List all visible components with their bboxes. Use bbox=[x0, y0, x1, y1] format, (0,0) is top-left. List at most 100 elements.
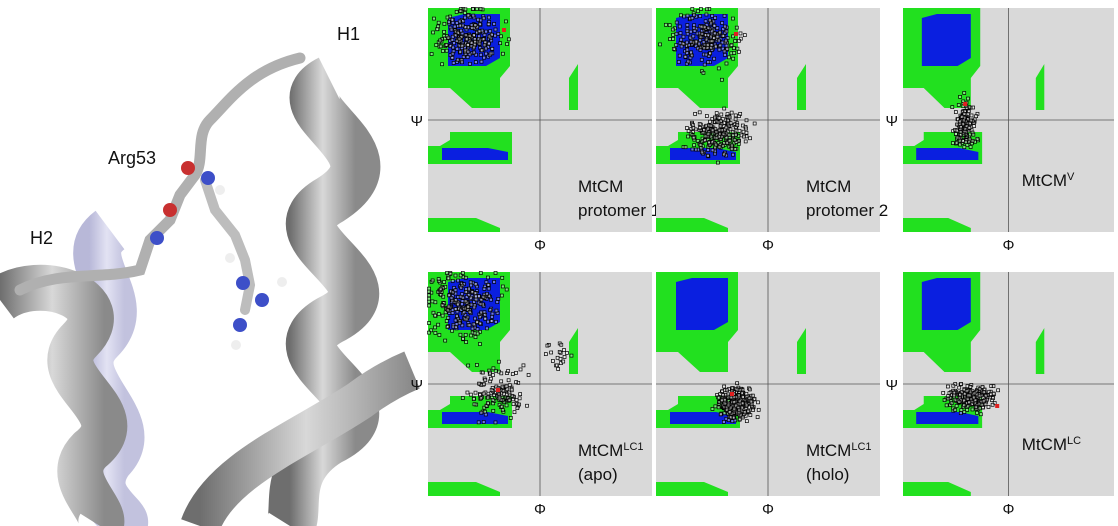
conformation-point bbox=[717, 116, 720, 119]
conformation-point bbox=[725, 62, 728, 65]
conformation-point bbox=[739, 112, 742, 115]
conformation-point bbox=[990, 385, 993, 388]
conformation-point bbox=[723, 53, 726, 56]
conformation-point bbox=[951, 106, 954, 109]
conformation-point bbox=[683, 15, 686, 18]
conformation-point bbox=[959, 143, 962, 146]
conformation-point bbox=[472, 34, 475, 37]
conformation-point bbox=[491, 312, 494, 315]
conformation-point bbox=[478, 23, 481, 26]
conformation-point bbox=[715, 112, 718, 115]
conformation-point bbox=[485, 52, 488, 55]
conformation-point bbox=[505, 288, 508, 291]
conformation-point bbox=[518, 403, 521, 406]
conformation-point bbox=[745, 392, 748, 395]
conformation-point bbox=[710, 46, 713, 49]
conformation-point bbox=[468, 62, 471, 65]
conformation-point bbox=[719, 125, 722, 128]
conformation-point bbox=[958, 400, 961, 403]
conformation-point bbox=[689, 36, 692, 39]
conformation-point bbox=[460, 61, 463, 64]
conformation-point bbox=[967, 394, 970, 397]
conformation-point bbox=[465, 288, 468, 291]
conformation-point bbox=[730, 43, 733, 46]
conformation-point bbox=[459, 295, 462, 298]
conformation-point bbox=[975, 115, 978, 118]
panel-name: MtCM bbox=[1022, 435, 1067, 454]
y-axis-label: Ψ bbox=[410, 113, 423, 130]
conformation-point bbox=[550, 351, 553, 354]
conformation-point bbox=[745, 119, 748, 122]
conformation-point bbox=[736, 47, 739, 50]
conformation-point bbox=[961, 139, 964, 142]
panel-name: MtCM bbox=[1022, 171, 1067, 190]
conformation-point bbox=[959, 412, 962, 415]
favored-region bbox=[922, 278, 971, 330]
conformation-point bbox=[705, 53, 708, 56]
conformation-point bbox=[991, 397, 994, 400]
panel-label: MtCM bbox=[806, 177, 851, 196]
conformation-point bbox=[679, 32, 682, 35]
conformation-point bbox=[958, 139, 961, 142]
conformation-point bbox=[456, 303, 459, 306]
figure: H1 Arg53 H2 MtCMprotomer 1ΦΨMtCMprotomer… bbox=[0, 0, 1118, 526]
conformation-point bbox=[685, 41, 688, 44]
conformation-point bbox=[487, 320, 490, 323]
conformation-point bbox=[979, 413, 982, 416]
conformation-point bbox=[709, 120, 712, 123]
conformation-point bbox=[489, 377, 492, 380]
conformation-point bbox=[451, 18, 454, 21]
conformation-point bbox=[519, 368, 522, 371]
conformation-point bbox=[684, 146, 687, 149]
conformation-point bbox=[436, 28, 439, 31]
ramachandran-panel: MtCMprotomer 2Φ bbox=[656, 8, 888, 255]
conformation-point bbox=[500, 380, 503, 383]
conformation-point bbox=[458, 322, 461, 325]
conformation-point bbox=[968, 126, 971, 129]
conformation-point bbox=[705, 13, 708, 16]
panel-superscript: LC1 bbox=[851, 441, 871, 453]
conformation-point bbox=[452, 61, 455, 64]
conformation-point bbox=[711, 129, 714, 132]
molecule-render bbox=[0, 58, 412, 526]
conformation-point bbox=[718, 129, 721, 132]
conformation-point bbox=[461, 44, 464, 47]
conformation-point bbox=[484, 41, 487, 44]
conformation-point bbox=[479, 53, 482, 56]
conformation-point bbox=[490, 389, 493, 392]
conformation-point bbox=[450, 28, 453, 31]
conformation-point bbox=[484, 378, 487, 381]
conformation-point bbox=[474, 391, 477, 394]
conformation-point bbox=[954, 133, 957, 136]
conformation-point bbox=[718, 31, 721, 34]
conformation-point bbox=[497, 32, 500, 35]
conformation-point bbox=[687, 135, 690, 138]
conformation-point bbox=[490, 315, 493, 318]
conformation-point bbox=[675, 32, 678, 35]
conformation-point bbox=[487, 23, 490, 26]
conformation-point bbox=[476, 328, 479, 331]
conformation-point bbox=[961, 123, 964, 126]
conformation-point bbox=[451, 38, 454, 41]
conformation-point bbox=[466, 56, 469, 59]
conformation-point bbox=[505, 404, 508, 407]
conformation-point bbox=[713, 37, 716, 40]
conformation-point bbox=[450, 296, 453, 299]
conformation-point bbox=[428, 322, 431, 325]
conformation-point bbox=[483, 44, 486, 47]
conformation-point bbox=[737, 50, 740, 53]
conformation-point bbox=[501, 52, 504, 55]
conformation-point bbox=[474, 283, 477, 286]
conformation-point bbox=[471, 8, 474, 11]
conformation-point bbox=[997, 389, 1000, 392]
conformation-point bbox=[454, 289, 457, 292]
conformation-point bbox=[570, 354, 573, 357]
ramachandran-panel: MtCMprotomer 1ΦΨ bbox=[410, 8, 660, 255]
conformation-point bbox=[748, 388, 751, 391]
conformation-point bbox=[724, 39, 727, 42]
conformation-point bbox=[437, 278, 440, 281]
conformation-point bbox=[703, 63, 706, 66]
conformation-point bbox=[727, 56, 730, 59]
conformation-point bbox=[707, 61, 710, 64]
